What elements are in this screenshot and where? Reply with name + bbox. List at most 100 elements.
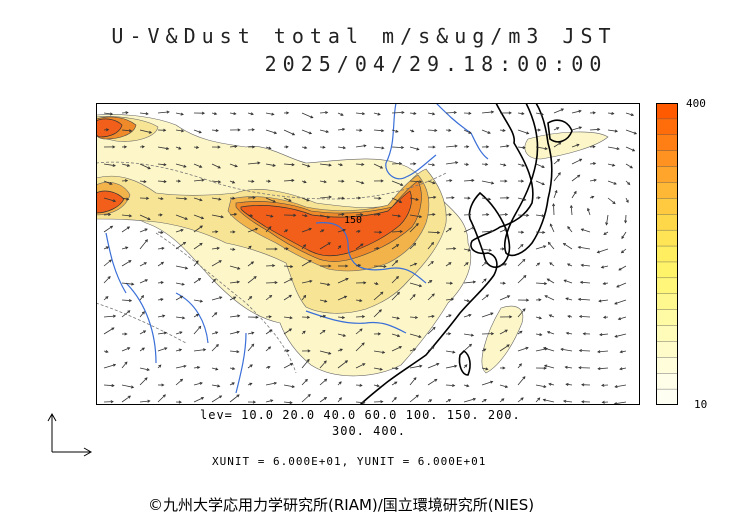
wind-vector-head <box>268 146 272 150</box>
wind-vector <box>427 213 435 216</box>
wind-vector-head <box>217 165 221 169</box>
wind-vector-head <box>236 350 240 354</box>
wind-vector <box>175 349 182 352</box>
wind-vector <box>409 348 416 352</box>
wind-vector-head <box>573 190 577 195</box>
wind-vector <box>121 129 132 132</box>
wind-vector <box>265 399 273 403</box>
colorbar-cell <box>656 293 678 311</box>
wind-vector-head <box>197 278 202 281</box>
wind-vector-head <box>619 367 623 371</box>
wind-vector <box>157 332 167 335</box>
wind-vector <box>139 163 151 169</box>
wind-vector <box>571 110 582 114</box>
wind-vector <box>481 129 491 134</box>
wind-vector-head <box>487 131 491 134</box>
wind-vector-head <box>162 314 166 318</box>
wind-vector-head <box>486 213 490 217</box>
wind-vector <box>103 327 115 335</box>
wind-vector <box>301 359 310 369</box>
wind-vector-head <box>560 108 565 112</box>
wind-vector-head <box>143 179 147 184</box>
wind-vector-head <box>617 317 622 321</box>
wind-vector-head <box>432 213 436 217</box>
wind-vector-head <box>236 280 241 284</box>
wind-vector-head <box>325 111 329 115</box>
wind-vector-head <box>163 331 168 335</box>
wind-vector <box>481 261 487 267</box>
wind-vector-head <box>520 243 524 248</box>
wind-vector <box>139 311 145 318</box>
wind-vector <box>139 330 146 335</box>
wind-vector-head <box>126 163 131 167</box>
wind-vector <box>121 112 128 114</box>
wind-vector-head <box>578 314 583 319</box>
wind-vector <box>517 244 524 250</box>
wind-vector-head <box>215 331 219 335</box>
wind-vector-head <box>184 217 188 220</box>
wind-vector-head <box>361 162 365 166</box>
wind-vector <box>409 333 422 338</box>
wind-vector-head <box>587 207 590 212</box>
wind-vector-head <box>377 332 382 336</box>
wind-vector <box>265 112 274 115</box>
wind-vector-head <box>359 298 363 303</box>
wind-vector-head <box>285 247 289 251</box>
wind-vector-head <box>183 364 187 368</box>
wind-vector-head <box>591 195 595 199</box>
wind-vector-head <box>556 127 560 130</box>
wind-vector <box>563 400 573 403</box>
wind-vector <box>355 328 363 335</box>
wind-vector <box>229 331 240 335</box>
wind-vector-head <box>307 349 311 353</box>
wind-vector-head <box>341 315 346 319</box>
wind-vector-head <box>466 384 470 388</box>
wind-vector-head <box>383 264 387 268</box>
wind-vector-head <box>233 112 237 116</box>
wind-vector-head <box>158 364 162 368</box>
wind-vector-head <box>236 330 240 334</box>
wind-vector <box>553 158 560 165</box>
wind-vector-head <box>131 282 135 286</box>
colorbar-cell <box>656 357 678 374</box>
wind-vector <box>391 260 398 267</box>
wind-vector-head <box>415 197 419 201</box>
wind-vector-head <box>503 263 508 266</box>
wind-vector-head <box>490 110 495 114</box>
wind-vector <box>445 384 455 386</box>
wind-vector <box>265 197 276 203</box>
wind-vector <box>103 225 113 233</box>
wind-vector-head <box>143 330 147 334</box>
wind-vector-head <box>327 282 331 286</box>
wind-vector <box>247 261 254 267</box>
wind-vector <box>481 294 489 301</box>
wind-vector-head <box>288 198 292 202</box>
wind-vector <box>445 365 457 369</box>
wind-vector <box>121 163 130 167</box>
wind-vector-head <box>303 294 307 298</box>
wind-vector-head <box>521 163 526 167</box>
wind-vector <box>211 395 222 403</box>
wind-vector-head <box>612 201 616 205</box>
river <box>305 310 407 334</box>
wind-vector-head <box>412 293 416 298</box>
wind-vector <box>193 214 204 219</box>
wind-vector <box>193 129 202 133</box>
wind-vector <box>121 214 132 217</box>
wind-vector-head <box>449 281 454 285</box>
wind-vector-head <box>164 347 168 351</box>
wind-vector <box>445 350 455 353</box>
wind-vector <box>579 316 591 318</box>
wind-vector-head <box>148 130 153 134</box>
wind-vector <box>616 282 627 288</box>
river <box>235 332 247 394</box>
wind-vector <box>598 299 609 302</box>
wind-vector-head <box>111 327 115 331</box>
wind-vector-head <box>381 129 385 133</box>
wind-vector <box>427 327 436 335</box>
wind-vector-head <box>629 165 634 169</box>
wind-vector-head <box>447 399 452 402</box>
wind-vector <box>535 245 546 250</box>
wind-vector <box>565 298 573 301</box>
wind-vector-head <box>107 213 112 217</box>
